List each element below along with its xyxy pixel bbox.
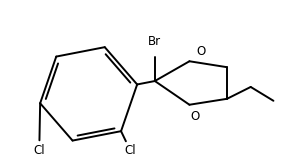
- Text: Cl: Cl: [124, 144, 136, 157]
- Text: Cl: Cl: [33, 144, 45, 157]
- Text: Br: Br: [148, 35, 161, 48]
- Text: O: O: [191, 110, 200, 123]
- Text: O: O: [197, 45, 206, 58]
